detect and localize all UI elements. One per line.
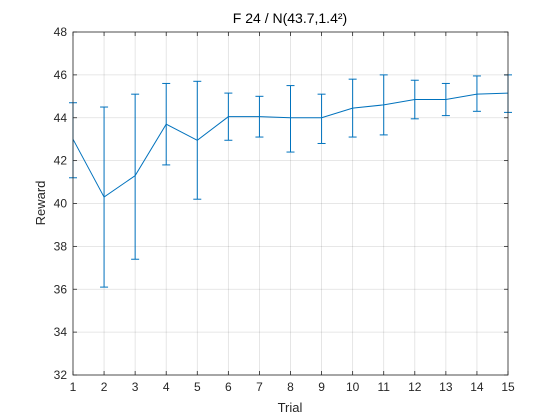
x-tick-label: 4 — [163, 380, 170, 394]
x-tick-label: 9 — [318, 380, 325, 394]
x-tick-label: 14 — [470, 380, 484, 394]
y-tick-labels: 32 34 36 38 40 42 44 46 48 — [54, 25, 68, 382]
y-tick-label: 32 — [54, 368, 68, 382]
y-tick-label: 42 — [54, 154, 68, 168]
y-tick-label: 48 — [54, 25, 68, 39]
chart-title: F 24 / N(43.7,1.4²) — [233, 10, 347, 26]
x-tick-label: 12 — [408, 380, 422, 394]
y-tick-label: 36 — [54, 282, 68, 296]
x-tick-label: 7 — [256, 380, 263, 394]
x-tick-label: 5 — [194, 380, 201, 394]
x-tick-label: 10 — [346, 380, 360, 394]
x-tick-label: 2 — [101, 380, 108, 394]
x-tick-label: 8 — [287, 380, 294, 394]
x-tick-label: 3 — [132, 380, 139, 394]
series-line — [72, 92, 509, 198]
x-tick-label: 15 — [501, 380, 515, 394]
x-tick-label: 11 — [377, 380, 390, 394]
x-tick-labels: 1 2 3 4 5 6 7 8 9 10 11 12 13 14 15 — [70, 380, 515, 394]
y-tick-label: 34 — [54, 325, 68, 339]
x-tick-label: 6 — [225, 380, 232, 394]
x-tick-label: 1 — [70, 380, 77, 394]
y-tick-label: 46 — [54, 68, 68, 82]
series-lines — [72, 92, 509, 198]
error-bar — [317, 93, 326, 144]
y-tick-label: 44 — [54, 111, 68, 125]
error-bar — [472, 75, 481, 112]
error-bar — [286, 85, 295, 153]
error-bar — [131, 93, 140, 260]
x-axis-label: Trial — [278, 400, 303, 415]
y-tick-label: 40 — [54, 197, 68, 211]
x-tick-label: 13 — [439, 380, 453, 394]
y-axis-label: Reward — [33, 181, 48, 226]
tick-marks — [72, 31, 509, 376]
y-tick-label: 38 — [54, 239, 68, 253]
